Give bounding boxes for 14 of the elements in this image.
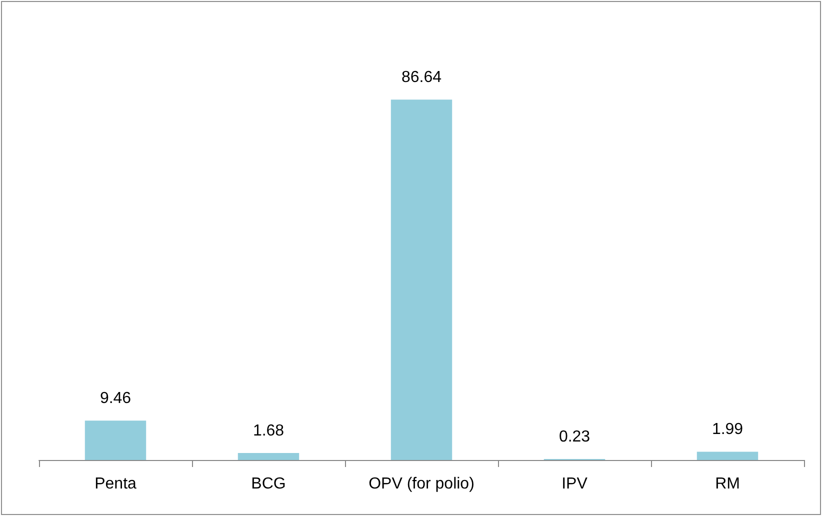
data-label: 1.99 [712, 421, 744, 438]
x-tick-label: IPV [562, 476, 588, 492]
x-tick-label: BCG [251, 476, 286, 492]
bar [238, 453, 300, 460]
bar [696, 452, 758, 460]
data-label: 9.46 [100, 390, 132, 408]
x-tick-label: Penta [94, 476, 137, 492]
data-label: 0.23 [558, 428, 590, 446]
x-tick-label: RM [715, 476, 740, 492]
x-tick-label: OPV (for polio) [368, 476, 474, 492]
bar [84, 420, 146, 460]
data-label: 1.68 [252, 422, 284, 440]
bar [390, 100, 452, 460]
data-label: 86.64 [401, 69, 442, 86]
